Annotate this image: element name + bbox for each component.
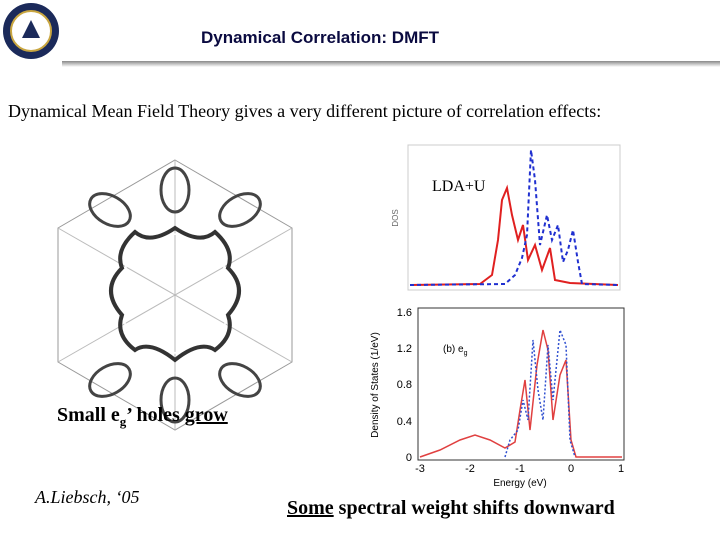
caption-text: ’ holes [126,404,185,426]
upper-plot: DOS LDA+U [391,144,621,291]
y-tick-label: 0 [406,452,412,464]
header: Dynamical Correlation: DMFT [3,3,720,67]
conclusion-text: spectral weight shifts downward [334,497,615,519]
header-rule [62,61,720,67]
x-tick-label: 1 [618,463,624,475]
panel-label-sub: g [464,350,468,357]
y-axis-label: Density of States (1/eV) [370,332,381,438]
conclusion: Some spectral weight shifts downward [287,497,615,519]
conclusion-underlined: Some [287,497,334,519]
upper-curve-red [409,184,619,286]
x-axis-label: Energy (eV) [493,478,546,489]
x-tick-label: -1 [515,463,525,475]
upper-frame [407,144,621,291]
y-tick-label: 0.4 [397,416,412,428]
logo-emblem [22,20,40,38]
lower-curve-red [419,329,622,458]
upper-label: LDA+U [432,178,486,195]
caption-sub: g [120,414,127,429]
lower-plot: 0 0.4 0.8 1.2 1.6 -3 -2 -1 0 1 Energy (e… [370,307,625,489]
fermi-surface [57,159,293,431]
y-tick-label: 1.2 [397,343,412,355]
upper-ylabel: DOS [391,209,400,226]
x-tick-label: 0 [568,463,574,475]
y-tick-label: 0.8 [397,379,412,391]
caption: Small eg’ holes grow [57,404,228,429]
lower-curve-blue [504,329,576,458]
lower-frame [417,307,625,461]
panel-label-main: (b) e [443,344,464,355]
upper-curve-blue [409,149,619,286]
slide-title: Dynamical Correlation: DMFT [201,28,440,47]
caption-text: Small e [57,404,120,426]
intro-text: Dynamical Mean Field Theory gives a very… [8,101,601,121]
x-tick-label: -2 [465,463,475,475]
credit: A.Liebsch, ‘05 [34,487,139,507]
y-tick-label: 1.6 [397,307,412,319]
x-tick-label: -3 [415,463,425,475]
panel-label: (b) eg [443,344,468,357]
caption-underlined: grow [185,404,229,426]
